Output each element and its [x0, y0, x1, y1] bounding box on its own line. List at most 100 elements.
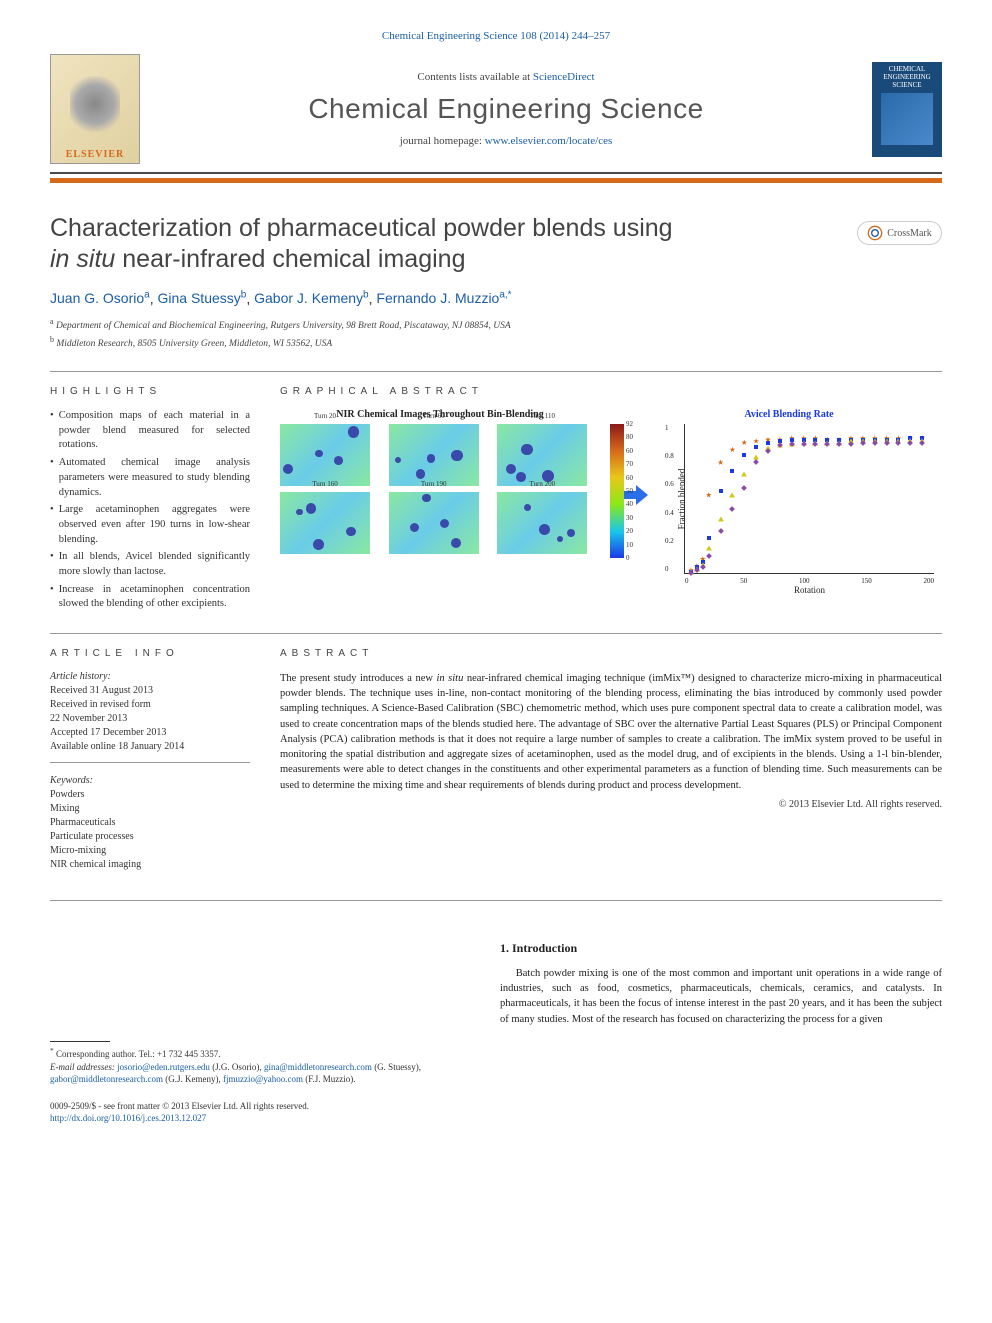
scatter-point — [706, 545, 712, 550]
scatter-xlabel: Rotation — [794, 585, 825, 595]
keyword: Powders — [50, 788, 250, 802]
footnote-rule — [50, 1041, 110, 1042]
nir-tile: Turn 160 — [280, 492, 370, 554]
journal-citation-link[interactable]: Chemical Engineering Science 108 (2014) … — [50, 24, 942, 48]
scatter-point — [730, 469, 734, 473]
nir-tile: Turn 20 — [280, 424, 370, 486]
highlight-item: Composition maps of each material in a p… — [50, 409, 250, 453]
doi-link[interactable]: http://dx.doi.org/10.1016/j.ces.2013.12.… — [50, 1113, 206, 1123]
nir-tile: Turn 190 — [389, 492, 479, 554]
author: Gabor J. Kemenyb — [254, 290, 369, 306]
colorbar-tick: 40 — [626, 500, 633, 508]
copyright-line: © 2013 Elsevier Ltd. All rights reserved… — [280, 799, 942, 810]
author-link[interactable]: Fernando J. Muzzio — [376, 290, 499, 306]
author: Juan G. Osorioa — [50, 290, 150, 306]
ytick: 0.4 — [665, 509, 674, 517]
author: Fernando J. Muzzioa,* — [376, 290, 511, 306]
accent-bar — [50, 178, 942, 183]
ytick: 0 — [665, 565, 674, 573]
author-link[interactable]: Gabor J. Kemeny — [254, 290, 363, 306]
colorbar-tick: 10 — [626, 541, 633, 549]
footnotes: * Corresponding author. Tel.: +1 732 445… — [50, 1046, 470, 1086]
email-link[interactable]: gina@middletonresearch.com — [264, 1062, 372, 1072]
ytick: 0.8 — [665, 452, 674, 460]
colorbar: 928060706050403020100 — [610, 424, 624, 558]
colorbar-tick: 60 — [626, 474, 633, 482]
scatter-yticks: 00.20.40.60.81 — [665, 424, 674, 573]
xtick: 0 — [685, 577, 689, 585]
title-italic: in situ — [50, 245, 115, 273]
scatter-plot: Fraction blended Rotation 00.20.40.60.81… — [684, 424, 934, 574]
scatter-point — [753, 438, 759, 444]
journal-homepage-link[interactable]: www.elsevier.com/locate/ces — [485, 135, 613, 147]
scatter-point — [718, 528, 724, 534]
authors-line: Juan G. Osorioa, Gina Stuessyb, Gabor J.… — [50, 290, 942, 307]
highlight-item: Automated chemical image analysis parame… — [50, 456, 250, 500]
scatter-point — [741, 485, 747, 491]
scatter-point — [741, 471, 747, 476]
scatter-ylabel: Fraction blended — [676, 468, 686, 529]
intro-heading: 1. Introduction — [500, 941, 942, 956]
nir-tile-label: Turn 200 — [530, 480, 556, 488]
corresponding-note: Corresponding author. Tel.: +1 732 445 3… — [56, 1049, 221, 1059]
ytick: 0.6 — [665, 480, 674, 488]
author-link[interactable]: Gina Stuessy — [158, 290, 241, 306]
author: Gina Stuessyb — [158, 290, 247, 306]
nir-tile: Turn 110 — [497, 424, 587, 486]
highlights-label: HIGHLIGHTS — [50, 386, 250, 397]
highlights-list: Composition maps of each material in a p… — [50, 409, 250, 612]
scatter-point — [801, 441, 807, 447]
email-link[interactable]: fjmuzzio@yahoo.com — [223, 1074, 303, 1084]
history-label: Article history: — [50, 671, 250, 682]
doi-block: 0009-2509/$ - see front matter © 2013 El… — [50, 1100, 470, 1125]
crossmark-badge[interactable]: CrossMark — [857, 221, 942, 245]
email-link[interactable]: josorio@eden.rutgers.edu — [117, 1062, 210, 1072]
email-link[interactable]: gabor@middletonresearch.com — [50, 1074, 163, 1084]
sciencedirect-link[interactable]: ScienceDirect — [533, 71, 595, 83]
history-line: Received in revised form — [50, 698, 250, 712]
keyword: Mixing — [50, 802, 250, 816]
abstract-text: The present study introduces a new in si… — [280, 671, 942, 793]
nir-tile-label: Turn 20 — [314, 412, 336, 420]
affiliation: a Department of Chemical and Biochemical… — [50, 316, 942, 333]
intro-text: Batch powder mixing is one of the most c… — [500, 966, 942, 1027]
author-link[interactable]: Juan G. Osorio — [50, 290, 144, 306]
journal-cover-thumbnail: CHEMICAL ENGINEERING SCIENCE — [872, 62, 942, 157]
elsevier-label: ELSEVIER — [66, 146, 125, 163]
nir-tile-label: Turn 60 — [423, 412, 445, 420]
nir-tile-grid: Turn 20Turn 60Turn 110Turn 160Turn 190Tu… — [280, 424, 600, 554]
history-line: 22 November 2013 — [50, 712, 250, 726]
scatter-point — [753, 460, 759, 466]
history-line: Available online 18 January 2014 — [50, 740, 250, 754]
graphical-abstract: NIR Chemical Images Throughout Bin-Blend… — [280, 409, 942, 580]
nir-tile: Turn 200 — [497, 492, 587, 554]
scatter-point — [730, 506, 736, 512]
highlight-item: Increase in acetaminophen concentration … — [50, 583, 250, 612]
keyword: Pharmaceuticals — [50, 816, 250, 830]
highlight-item: Large acetaminophen aggregates were obse… — [50, 503, 250, 547]
contents-line: Contents lists available at ScienceDirec… — [140, 71, 872, 83]
article-title: Characterization of pharmaceutical powde… — [50, 213, 673, 276]
keyword: Micro-mixing — [50, 844, 250, 858]
elsevier-logo: ELSEVIER — [50, 54, 140, 164]
scatter-point — [742, 453, 746, 457]
graphical-abstract-label: GRAPHICAL ABSTRACT — [280, 386, 942, 397]
ga-right-title: Avicel Blending Rate — [664, 409, 914, 420]
ytick: 0.2 — [665, 537, 674, 545]
scatter-point — [718, 517, 724, 522]
scatter-point — [694, 567, 700, 573]
journal-homepage-line: journal homepage: www.elsevier.com/locat… — [140, 135, 872, 147]
scatter-point — [688, 570, 694, 576]
scatter-point — [719, 489, 723, 493]
scatter-point — [718, 459, 724, 465]
email-label: E-mail addresses: — [50, 1062, 115, 1072]
xtick: 100 — [799, 577, 810, 585]
scatter-point — [741, 440, 747, 446]
title-line1: Characterization of pharmaceutical powde… — [50, 214, 673, 242]
xtick: 50 — [740, 577, 747, 585]
keyword: NIR chemical imaging — [50, 858, 250, 872]
nir-tile-label: Turn 190 — [421, 480, 447, 488]
colorbar-ticks: 928060706050403020100 — [626, 420, 633, 562]
scatter-xticks: 050100150200 — [685, 577, 934, 585]
history-line: Accepted 17 December 2013 — [50, 726, 250, 740]
